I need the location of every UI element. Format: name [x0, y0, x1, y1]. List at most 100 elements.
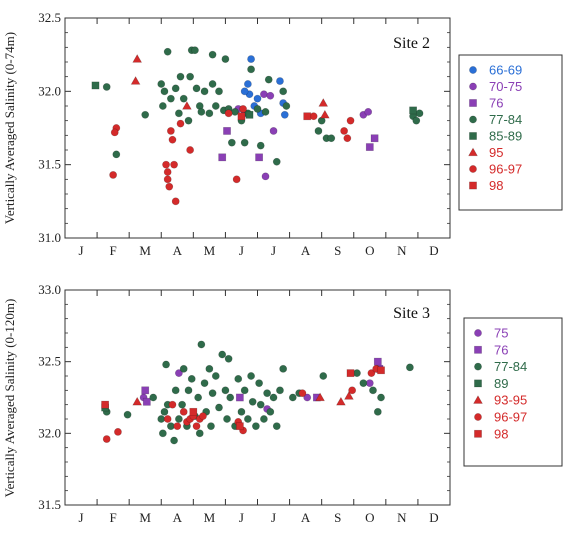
series-77-84 [102, 340, 414, 445]
data-point [157, 80, 166, 88]
data-point [163, 47, 172, 56]
series-76 [218, 127, 379, 162]
data-point [412, 116, 421, 125]
data-point [142, 397, 151, 406]
data-point [253, 105, 262, 113]
legend-marker [474, 379, 482, 388]
y-tick-label: 32.5 [38, 354, 61, 369]
data-point [255, 153, 264, 162]
data-point [346, 369, 355, 378]
data-point [179, 364, 188, 373]
data-point [179, 407, 188, 416]
legend-label: 96-97 [494, 410, 527, 425]
plot-area [64, 289, 451, 506]
data-point [168, 400, 177, 409]
legend-marker [474, 362, 482, 371]
data-point [373, 407, 382, 416]
x-tick-label: O [365, 243, 374, 258]
data-point [348, 386, 357, 395]
data-point [168, 135, 177, 144]
y-tick-label: 31.5 [38, 157, 61, 172]
data-point [158, 102, 167, 110]
data-point [160, 87, 169, 96]
data-point [173, 422, 182, 431]
legend-marker [468, 147, 478, 157]
data-point [235, 422, 244, 431]
data-point [186, 72, 195, 81]
series-66-69 [240, 55, 289, 119]
x-tick-label: D [429, 510, 438, 525]
y-tick-label: 32.5 [38, 10, 61, 25]
data-point [187, 374, 196, 383]
data-point [176, 119, 185, 128]
data-point [272, 157, 281, 166]
data-point [101, 400, 110, 409]
legend-label: 96-97 [489, 162, 522, 177]
data-point [315, 392, 325, 402]
legend-label: 93-95 [494, 393, 527, 408]
series-98 [101, 366, 385, 431]
data-point [186, 146, 195, 154]
data-point [247, 372, 255, 380]
data-point [166, 127, 175, 135]
x-tick-label: D [429, 243, 438, 258]
series-93-95 [132, 391, 354, 406]
series-96-97 [109, 105, 355, 206]
data-point [303, 393, 312, 402]
series-75 [139, 369, 374, 413]
data-point [367, 369, 376, 378]
legend-label: 70-75 [489, 79, 522, 94]
data-point [171, 84, 180, 93]
data-point [163, 168, 172, 176]
data-point [192, 84, 201, 93]
legend-marker [474, 345, 482, 354]
data-point [346, 116, 355, 125]
data-point [102, 435, 111, 443]
data-point [215, 403, 223, 412]
data-point [260, 90, 268, 99]
legend-label: 66-69 [489, 63, 522, 78]
data-point [218, 350, 227, 359]
data-point [163, 175, 172, 184]
data-point [207, 422, 215, 431]
data-point [237, 112, 246, 121]
data-point [266, 407, 275, 416]
data-point [272, 422, 281, 431]
x-tick-label: J [271, 243, 276, 258]
legend-label: 95 [489, 145, 503, 160]
data-point [364, 107, 373, 116]
data-point [132, 396, 143, 406]
data-point [170, 436, 178, 445]
data-point [141, 110, 150, 119]
series-95 [130, 54, 330, 119]
data-point [171, 197, 180, 206]
x-tick-label: N [397, 243, 407, 258]
data-point [288, 393, 297, 402]
data-point [174, 415, 183, 423]
y-tick-label: 32.0 [38, 83, 61, 98]
data-point [110, 128, 119, 137]
data-point [247, 65, 255, 74]
site-title: Site 3 [393, 305, 430, 322]
x-tick-label: A [301, 510, 311, 525]
legend-marker [469, 99, 477, 107]
data-point [176, 72, 185, 81]
data-point [200, 379, 209, 388]
data-point [240, 386, 249, 395]
data-point [199, 412, 207, 421]
x-tick-label: F [110, 243, 117, 258]
data-point [184, 116, 193, 125]
data-point [269, 127, 278, 135]
data-point [221, 55, 230, 63]
data-point [211, 102, 220, 110]
data-point [223, 127, 231, 135]
data-point [255, 379, 264, 388]
data-point [195, 429, 204, 438]
y-axis-label: Vertically Averaged Salinity (0-120m) [2, 299, 17, 498]
x-tick-label: J [239, 243, 244, 258]
legend-marker [473, 395, 483, 404]
x-tick-label: M [139, 243, 151, 258]
